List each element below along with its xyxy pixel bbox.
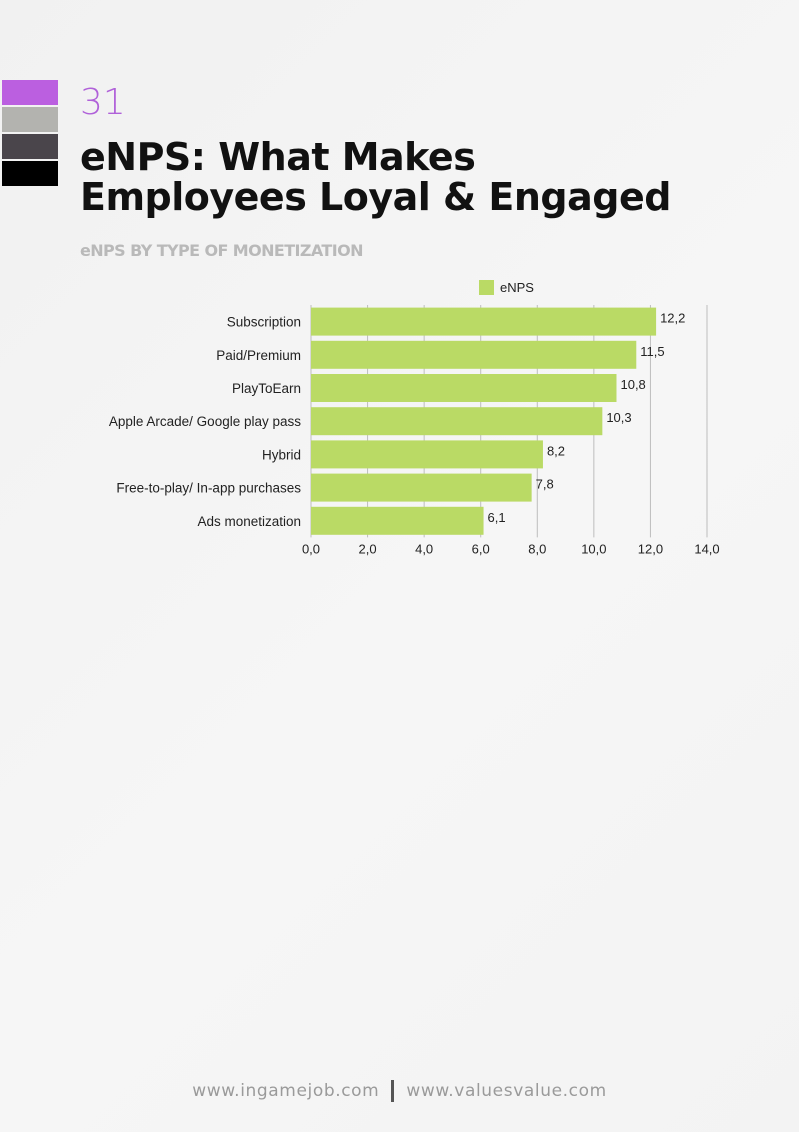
x-tick-label: 2,0 [359, 541, 377, 556]
bar [311, 407, 603, 436]
category-label: Paid/Premium [216, 348, 301, 363]
value-label: 10,3 [606, 410, 631, 425]
x-tick-label: 12,0 [638, 541, 663, 556]
enps-bar-chart: 0,0 2,0 4,0 6,0 8,0 10,0 12,0 14,0 eNPS Subscript… [109, 280, 720, 556]
bar [311, 374, 617, 402]
value-label: 10,8 [620, 377, 645, 392]
bar [311, 340, 637, 369]
page-title: eNPS: What Makes Employees Loyal & Engag… [80, 137, 671, 217]
x-tick-label: 10,0 [581, 541, 606, 556]
category-label: Ads monetization [197, 514, 301, 529]
bar [311, 506, 484, 535]
value-label: 8,2 [547, 443, 565, 458]
value-label: 7,8 [536, 477, 554, 492]
brand-swatch-dark [2, 134, 58, 159]
chart-subtitle: eNPS BY TYPE OF MONETIZATION [80, 241, 363, 260]
footer-separator [391, 1080, 395, 1102]
page-title-line-2: Employees Loyal & Engaged [80, 175, 671, 219]
footer-link-valuesvalue[interactable]: www.valuesvalue.com [406, 1081, 607, 1101]
category-label: Subscription [227, 315, 301, 330]
bar [311, 473, 532, 502]
value-label: 12,2 [660, 311, 685, 326]
x-tick-label: 14,0 [694, 541, 719, 556]
page-title-line-1: eNPS: What Makes [80, 135, 476, 179]
brand-swatch-black [2, 161, 58, 186]
bar [311, 307, 657, 336]
footer: www.ingamejob.com www.valuesvalue.com [0, 1080, 799, 1102]
legend-swatch [479, 280, 494, 295]
x-tick-label: 4,0 [415, 541, 433, 556]
category-label: Free-to-play/ In-app purchases [116, 481, 301, 496]
page-number: 31 [80, 82, 126, 123]
x-tick-label: 8,0 [528, 541, 546, 556]
x-tick-label: 6,0 [472, 541, 490, 556]
footer-link-ingamejob[interactable]: www.ingamejob.com [192, 1081, 380, 1101]
category-label: Hybrid [262, 447, 301, 462]
legend-label: eNPS [500, 280, 534, 295]
brand-swatch-purple [2, 80, 58, 105]
value-label: 11,5 [640, 344, 664, 359]
category-label: PlayToEarn [232, 381, 301, 396]
brand-swatch-gray [2, 107, 58, 132]
bar [311, 440, 543, 469]
value-label: 6,1 [488, 510, 506, 525]
category-label: Apple Arcade/ Google play pass [109, 414, 301, 429]
x-tick-label: 0,0 [302, 541, 320, 556]
